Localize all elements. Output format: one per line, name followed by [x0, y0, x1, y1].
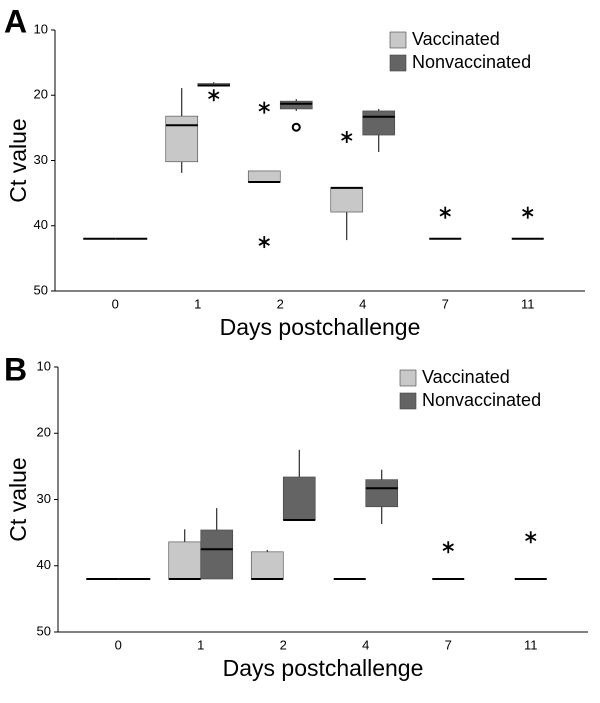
x-tick-label: 11	[524, 637, 538, 652]
box	[282, 476, 316, 521]
x-tick-label: 0	[115, 637, 122, 652]
box	[279, 100, 313, 110]
x-tick-label: 11	[521, 296, 535, 311]
x-tick-label: 1	[197, 637, 204, 652]
y-tick-label: 40	[34, 217, 48, 232]
outlier	[522, 206, 534, 219]
legend-swatch	[399, 369, 417, 387]
x-tick-label: 2	[280, 637, 287, 652]
legend-swatch	[389, 54, 407, 72]
y-tick-label: 30	[34, 152, 48, 167]
box	[200, 529, 234, 580]
y-tick-label: 10	[34, 21, 48, 36]
panel: A 10 20 30 40 50 Ct value Days postchallenge 0 1 2…	[4, 3, 585, 340]
x-tick-label: 2	[277, 296, 284, 311]
panel-label: A	[4, 3, 27, 39]
y-tick-label: 40	[37, 557, 51, 572]
outlier	[291, 122, 301, 132]
box	[165, 115, 199, 163]
legend-label: Vaccinated	[422, 367, 510, 387]
box	[365, 479, 399, 508]
outlier-stroke	[439, 208, 451, 217]
outlier-stroke	[442, 543, 454, 551]
outlier	[341, 131, 353, 144]
y-tick-label: 20	[37, 425, 51, 440]
y-tick-label: 30	[37, 491, 51, 506]
outlier-stroke	[341, 133, 353, 141]
y-axis-label: Ct value	[5, 118, 31, 202]
outlier	[258, 101, 270, 114]
box	[330, 187, 364, 213]
outlier-stroke	[522, 208, 534, 217]
x-tick-label: 0	[112, 296, 119, 311]
box	[250, 551, 284, 580]
y-axis-label: Ct value	[5, 457, 31, 541]
panel: B 10 20 30 40 50 Ct value Days postchallenge 0 1 2…	[4, 351, 588, 681]
y-tick-label: 50	[37, 623, 51, 638]
x-axis-label: Days postchallenge	[220, 314, 421, 340]
x-tick-label: 7	[445, 637, 452, 652]
y-tick-label: 10	[37, 358, 51, 373]
legend-swatch	[399, 392, 417, 410]
x-tick-label: 4	[359, 296, 366, 311]
outlier	[525, 531, 537, 544]
outlier-stroke	[258, 103, 270, 112]
legend-swatch	[389, 31, 407, 49]
legend-label: Nonvaccinated	[422, 390, 541, 410]
legend-label: Nonvaccinated	[412, 52, 531, 72]
outlier	[442, 541, 454, 554]
box	[362, 110, 396, 136]
outlier-stroke	[525, 533, 537, 542]
outlier	[208, 89, 220, 102]
outlier	[439, 206, 451, 219]
outlier-stroke	[258, 238, 270, 246]
y-tick-label: 50	[34, 282, 48, 297]
x-tick-label: 4	[362, 637, 369, 652]
box	[247, 170, 281, 183]
legend-label: Vaccinated	[412, 29, 500, 49]
outlier-stroke	[208, 91, 220, 100]
x-axis-label: Days postchallenge	[223, 655, 424, 681]
x-tick-label: 7	[442, 296, 449, 311]
x-tick-label: 1	[194, 296, 201, 311]
box	[168, 541, 202, 580]
y-tick-label: 20	[34, 87, 48, 102]
outlier	[258, 236, 270, 249]
panel-label: B	[4, 351, 27, 387]
